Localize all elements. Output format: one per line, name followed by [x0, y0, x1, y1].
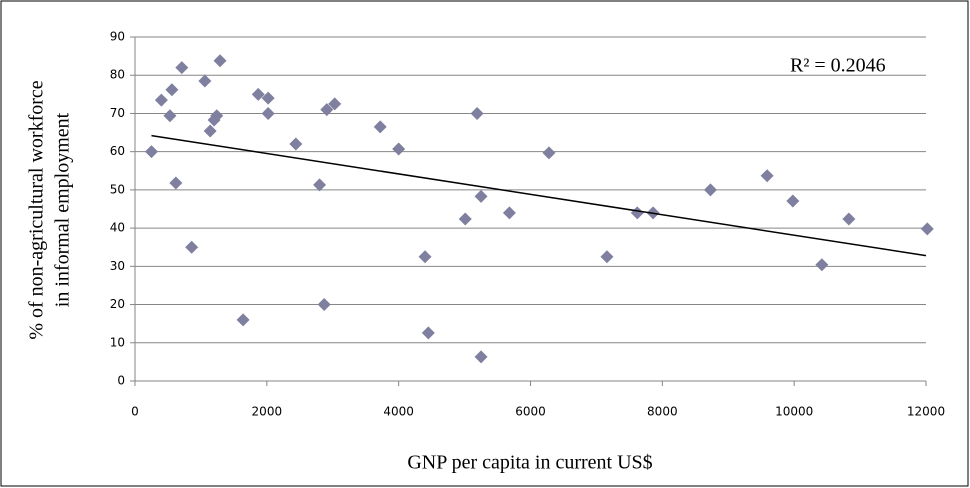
point	[542, 146, 556, 160]
r-squared: R² = 0.2046	[790, 55, 886, 77]
point	[251, 87, 265, 101]
point	[261, 91, 275, 105]
x-tick-label: 10000	[775, 405, 813, 419]
point	[418, 250, 432, 264]
point	[185, 240, 199, 254]
point	[815, 258, 829, 272]
point	[289, 137, 303, 151]
y-tick-label: 0	[117, 374, 125, 388]
x-axis-title: GNP per capita in current US$	[407, 452, 652, 474]
y-tick-label: 70	[110, 106, 125, 120]
y-tick-label: 20	[110, 297, 125, 311]
point	[320, 103, 334, 117]
y-tick-label: 30	[110, 259, 125, 273]
point	[920, 222, 934, 236]
point	[760, 169, 774, 183]
point	[175, 61, 189, 75]
point	[210, 109, 224, 123]
point	[474, 189, 488, 203]
point	[421, 326, 435, 340]
y-tick-label: 10	[110, 335, 125, 349]
x-tick-label: 8000	[647, 405, 678, 419]
y-tick-label: 80	[110, 68, 125, 82]
point	[842, 212, 856, 226]
point	[203, 124, 217, 138]
y-axis-title: in informal employment	[52, 112, 74, 307]
y-tick-label: 50	[110, 182, 125, 196]
point	[198, 74, 212, 88]
point	[630, 206, 644, 220]
point	[261, 106, 275, 120]
point	[502, 206, 516, 220]
point	[328, 97, 342, 111]
y-axis-title: % of non-agricultural workforce	[26, 80, 48, 339]
point	[154, 93, 168, 107]
point	[169, 176, 183, 190]
point	[600, 250, 614, 264]
point	[317, 298, 331, 312]
point	[165, 83, 179, 97]
x-tick-label: 6000	[515, 405, 546, 419]
point	[470, 106, 484, 120]
trendline	[151, 134, 927, 257]
point	[163, 109, 177, 123]
point	[458, 212, 472, 226]
point	[474, 350, 488, 364]
point	[144, 145, 158, 159]
x-tick-label: 2000	[252, 405, 283, 419]
point	[313, 178, 327, 192]
point	[392, 142, 406, 156]
y-tick-label: 90	[110, 30, 125, 44]
point	[373, 120, 387, 134]
point	[236, 313, 250, 327]
point	[786, 194, 800, 208]
x-tick-label: 4000	[383, 405, 414, 419]
point	[703, 183, 717, 197]
x-tick-label: 0	[131, 405, 139, 419]
x-tick-label: 12000	[907, 405, 945, 419]
y-tick-label: 40	[110, 221, 125, 235]
point	[213, 54, 227, 68]
y-tick-label: 60	[110, 144, 125, 158]
